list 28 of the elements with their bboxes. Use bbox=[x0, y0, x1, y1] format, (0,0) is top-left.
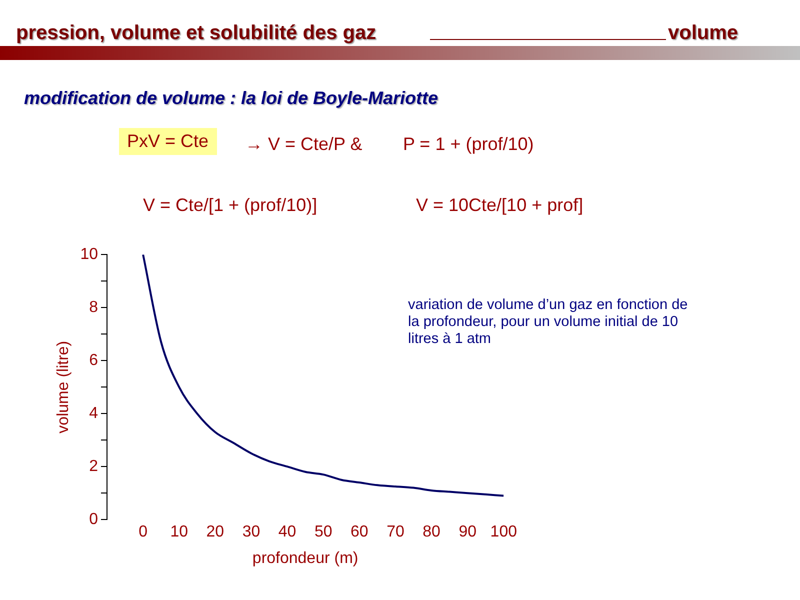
text: → V = Cte/P & bbox=[245, 134, 362, 155]
x-tick-label: 70 bbox=[386, 524, 404, 541]
y-tick-label: 8 bbox=[89, 299, 98, 316]
x-tick-label: 100 bbox=[490, 524, 518, 541]
text: V = Cte/[1 + (prof/10)] bbox=[143, 195, 318, 216]
text: PxV = Cte bbox=[119, 128, 217, 155]
y-tick-label: 2 bbox=[89, 458, 98, 476]
x-tick-label: 50 bbox=[314, 524, 332, 541]
y-tick-label: 10 bbox=[80, 246, 98, 264]
x-axis-title: profondeur (m) bbox=[252, 550, 358, 567]
text: volume bbox=[668, 22, 738, 45]
x-tick-label: 20 bbox=[206, 524, 224, 541]
y-tick-label: 0 bbox=[89, 511, 98, 528]
x-tick-label: 90 bbox=[458, 524, 477, 541]
x-tick-label: 80 bbox=[422, 524, 441, 541]
text: P = 1 + (prof/10) bbox=[403, 134, 534, 155]
chart-subtitle: modification de volume : la loi de Boyle-Mariotte bbox=[24, 88, 438, 109]
y-axis-title: volume (litre) bbox=[55, 340, 72, 434]
chart-title: pression, volume et solubilité des gaz bbox=[16, 22, 376, 45]
y-tick-label: 4 bbox=[89, 405, 98, 422]
x-tick-label: 60 bbox=[350, 524, 368, 541]
annotation: variation de volume d’un gaz en fonction de la profondeur, pour un volume initial de 10 litres à 1 atm bbox=[408, 297, 689, 348]
x-tick-label: 10 bbox=[170, 524, 188, 541]
y-tick-label: 6 bbox=[89, 352, 98, 370]
x-tick-label: 40 bbox=[278, 524, 296, 541]
text: V = 10Cte/[10 + prof] bbox=[416, 195, 584, 216]
x-tick-label: 0 bbox=[138, 524, 148, 541]
x-tick-label: 30 bbox=[242, 524, 260, 541]
